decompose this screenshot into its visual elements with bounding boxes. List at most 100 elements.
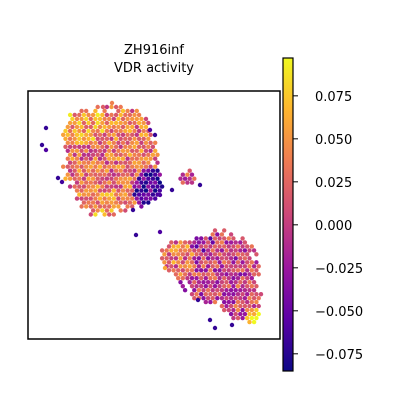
spot: [205, 256, 211, 261]
spot: [95, 136, 100, 141]
spot: [215, 256, 220, 261]
spot: [81, 152, 87, 157]
spot: [130, 124, 135, 130]
spot: [139, 188, 144, 193]
spot: [143, 180, 149, 185]
spot: [132, 160, 137, 165]
spot: [251, 272, 257, 277]
spot: [125, 124, 130, 130]
spot: [233, 240, 238, 245]
spot: [107, 156, 112, 161]
spot: [242, 272, 248, 277]
spot: [148, 180, 153, 185]
spot: [215, 296, 220, 301]
spot: [79, 108, 84, 114]
spot: [196, 264, 202, 269]
spot: [79, 196, 84, 201]
spot: [228, 264, 234, 269]
spot: [146, 184, 151, 189]
spot: [79, 124, 84, 130]
spot: [205, 288, 211, 293]
spot: [210, 280, 215, 285]
spot: [238, 264, 243, 269]
spot: [70, 172, 75, 177]
spot: [72, 144, 77, 149]
spot: [224, 296, 229, 301]
spot: [134, 188, 139, 193]
spot: [102, 188, 107, 193]
spot: [245, 244, 250, 249]
spot: [97, 180, 103, 185]
spot: [130, 140, 135, 145]
spot: [180, 244, 185, 249]
spot: [208, 299, 213, 305]
spot: [120, 148, 126, 153]
spot: [171, 244, 176, 249]
spot: [251, 264, 257, 269]
colorbar-tick-label: −0.025: [315, 262, 363, 277]
spot: [97, 188, 103, 193]
spot: [166, 260, 172, 265]
spot: [178, 248, 183, 253]
spot: [199, 268, 204, 273]
spot: [152, 132, 158, 138]
spot: [130, 188, 135, 193]
spot: [79, 164, 84, 169]
spot: [81, 168, 87, 173]
spot: [251, 248, 257, 253]
spot: [88, 172, 94, 177]
spot: [215, 232, 220, 237]
spot: [120, 172, 126, 177]
spot: [102, 132, 107, 137]
spot: [242, 264, 248, 269]
spot: [118, 168, 123, 173]
spot: [120, 156, 126, 161]
spot: [187, 248, 192, 253]
spot: [148, 140, 153, 145]
spot: [104, 128, 110, 134]
spot: [258, 292, 264, 297]
spot: [155, 184, 160, 189]
spot: [113, 112, 119, 118]
spot: [93, 204, 98, 209]
spot: [109, 120, 114, 126]
spot: [219, 296, 225, 301]
spot: [203, 236, 208, 241]
spot: [81, 200, 87, 205]
spot: [77, 160, 82, 165]
spot: [95, 160, 100, 165]
spot: [143, 148, 149, 153]
spot: [212, 276, 218, 281]
spot: [196, 288, 202, 293]
spot: [210, 296, 215, 301]
spot: [226, 252, 231, 257]
spot: [222, 252, 227, 257]
spot: [141, 184, 146, 189]
spot: [235, 260, 241, 265]
spot: [222, 228, 227, 233]
spot: [205, 248, 211, 253]
spot: [125, 116, 130, 122]
spot: [231, 307, 236, 313]
spot: [93, 140, 98, 145]
spot: [208, 292, 213, 297]
spot: [127, 136, 133, 141]
spot: [192, 256, 197, 261]
spot: [97, 172, 103, 177]
spot: [97, 204, 103, 209]
spot: [210, 248, 215, 253]
spot: [187, 168, 192, 173]
spot: [120, 140, 126, 145]
spot: [203, 268, 208, 273]
spot: [102, 172, 107, 177]
spot: [185, 180, 190, 185]
spot: [127, 120, 133, 126]
spot: [139, 140, 144, 145]
spot: [251, 311, 257, 317]
spot: [157, 180, 162, 185]
spot: [212, 292, 218, 297]
spot: [67, 160, 73, 165]
spot: [256, 296, 261, 301]
colorbar-tick-label: 0.000: [315, 219, 352, 234]
spot: [201, 256, 206, 261]
